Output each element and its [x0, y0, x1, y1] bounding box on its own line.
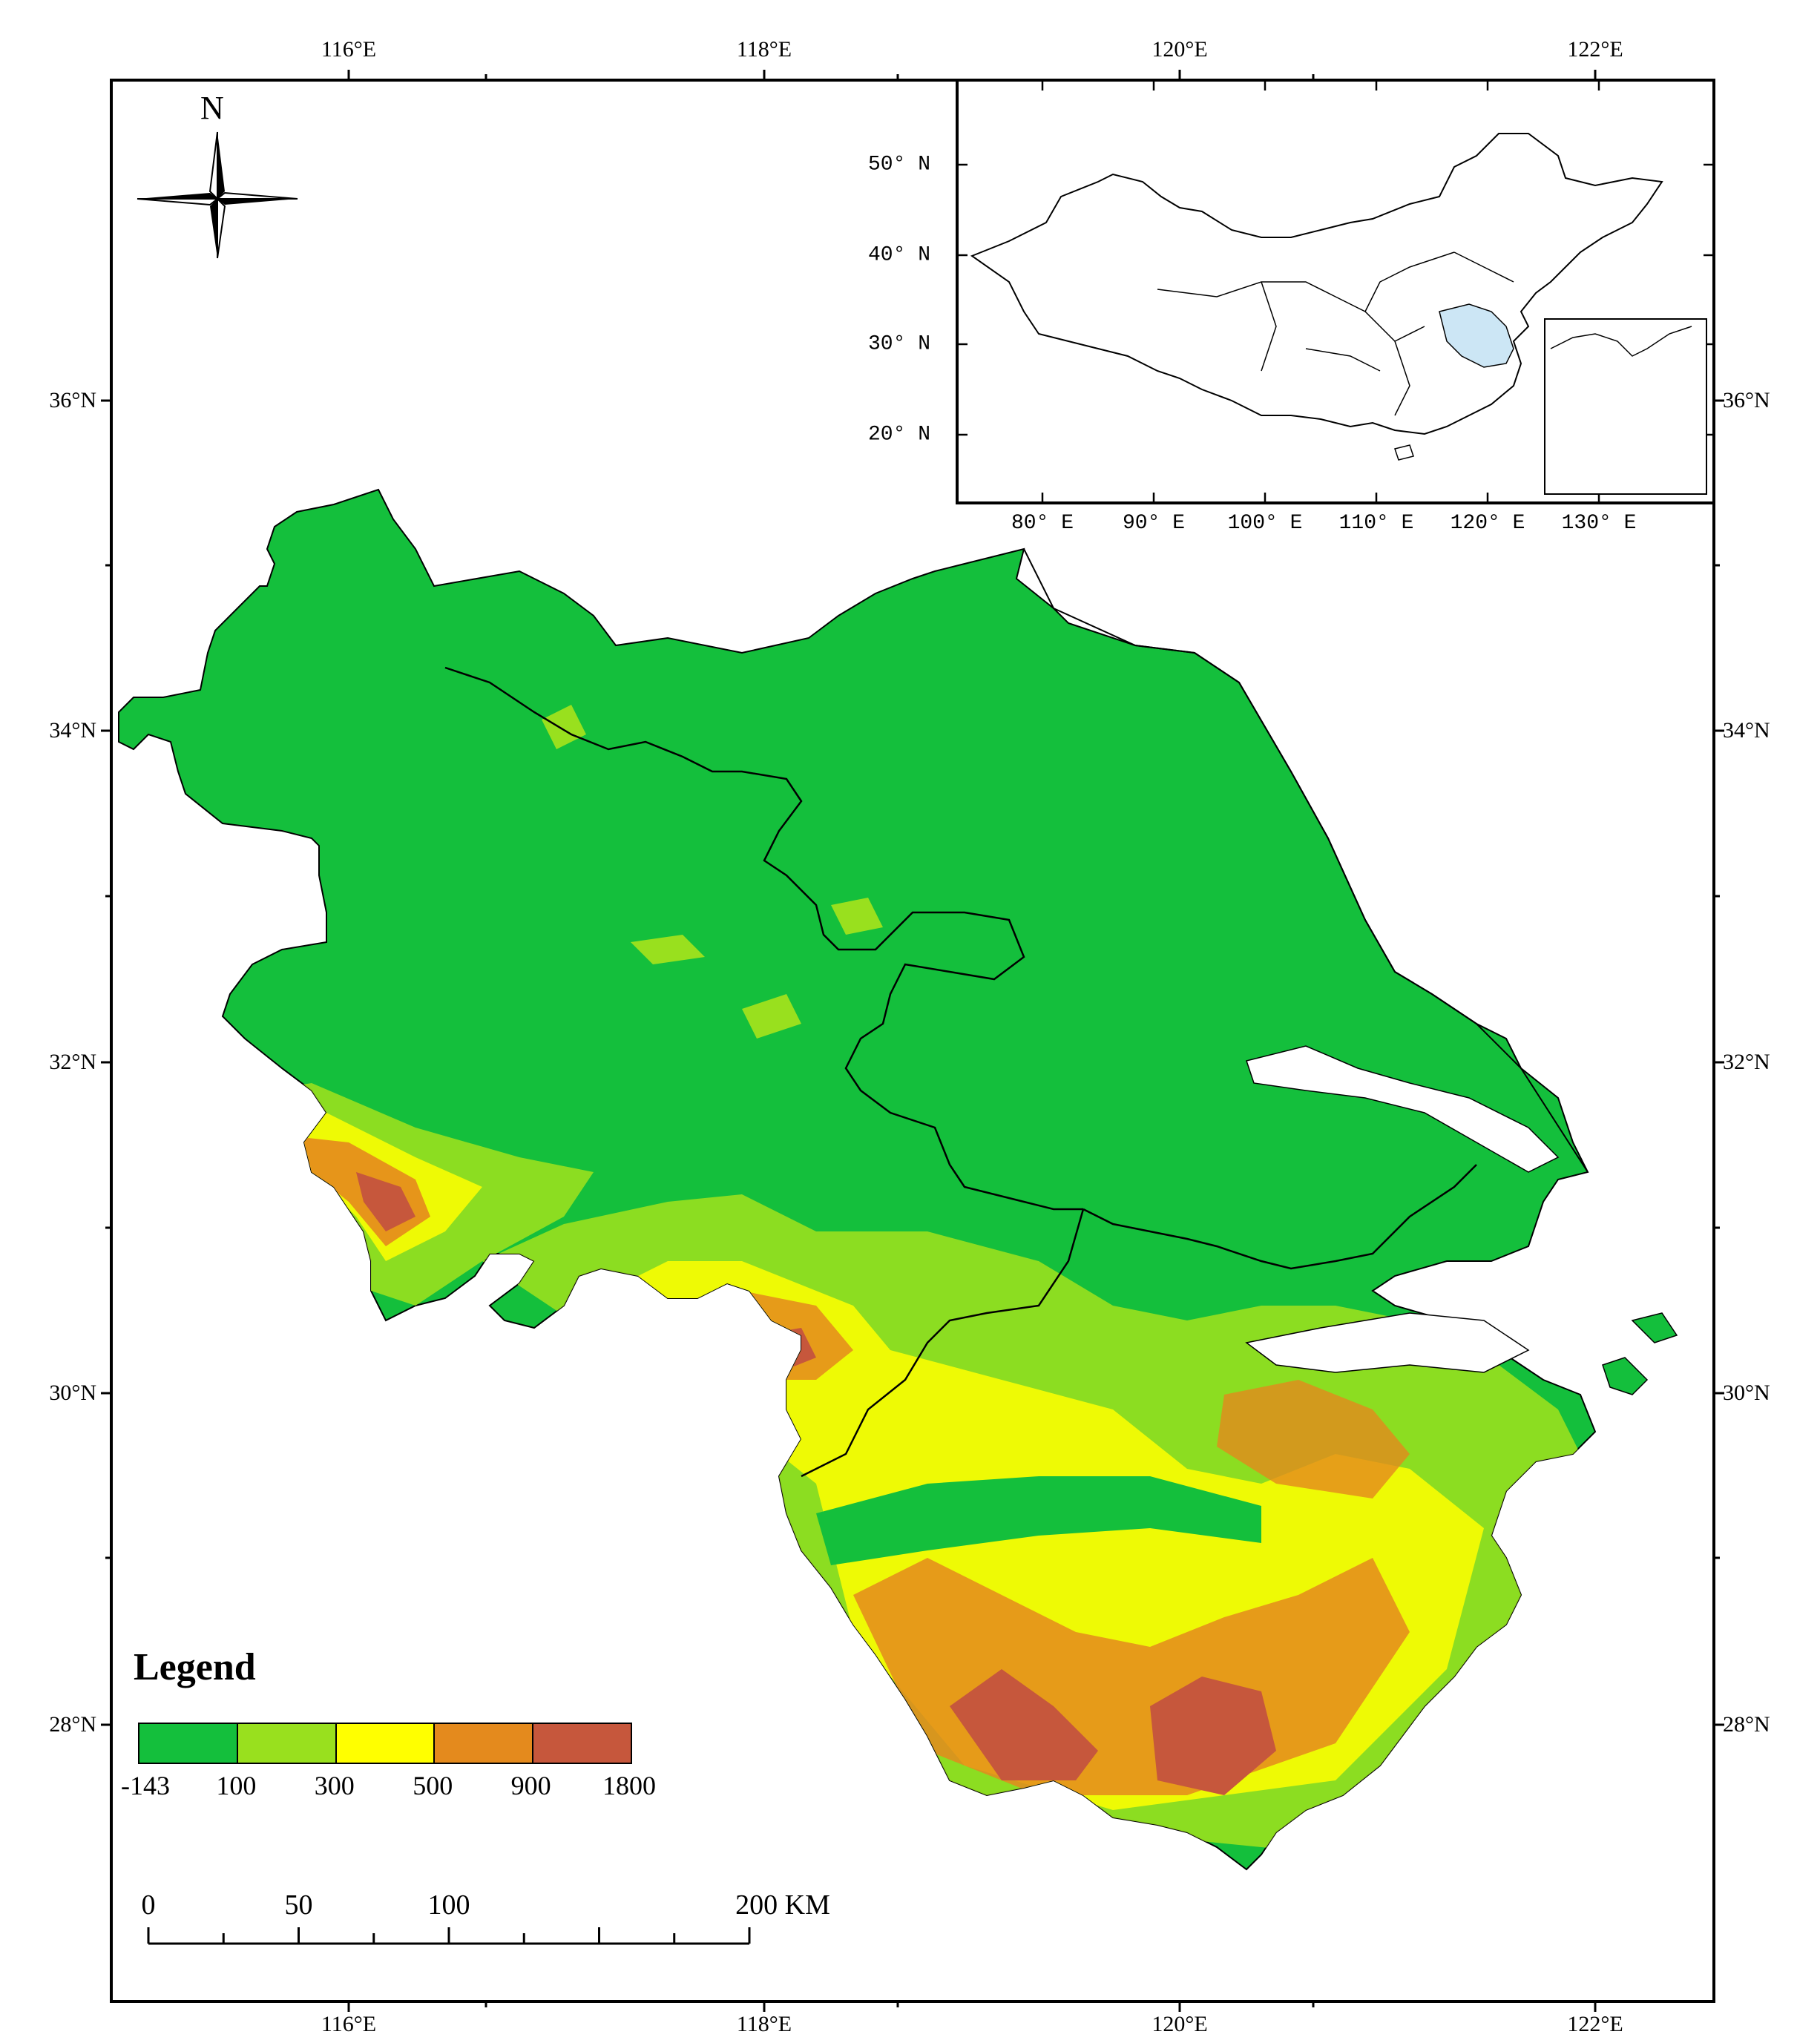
inset-lat-label: 50° N — [868, 153, 931, 177]
lon-label-bottom: 120°E — [1152, 2012, 1208, 2036]
legend-swatch — [237, 1724, 337, 1763]
legend-break-label: 100 — [216, 1771, 257, 1800]
legend-break-label: 900 — [510, 1771, 551, 1800]
scale-label: 100 — [427, 1889, 470, 1921]
graticule-ticks — [101, 70, 1724, 2012]
lon-label-top: 116°E — [321, 37, 377, 62]
scale-label: 50 — [284, 1889, 313, 1921]
inset-province-lines — [1157, 251, 1514, 416]
inset-lat-label: 40° N — [868, 243, 931, 267]
inset-hainan — [1394, 444, 1414, 461]
scale-label: 0 — [141, 1889, 156, 1921]
elev-hill-patch-3 — [742, 994, 801, 1039]
legend-swatch — [435, 1724, 534, 1763]
inset-lon-label: 120° E — [1450, 512, 1525, 535]
inset-lon-label: 100° E — [1227, 512, 1303, 535]
lat-label-right: 30°N — [1723, 1381, 1770, 1405]
legend-break-label: -143 — [121, 1771, 170, 1800]
province-boundary-zhejiang — [1083, 1164, 1477, 1270]
legend-break-label: 300 — [314, 1771, 355, 1800]
lat-label-left: 34°N — [49, 718, 96, 743]
zhoushan-islands — [1602, 1357, 1649, 1395]
province-boundary-anhui-jiangsu — [444, 666, 1083, 1211]
north-label: N — [200, 90, 224, 126]
compass-rose-icon — [137, 131, 298, 259]
inset-lon-label: 90° E — [1122, 512, 1186, 535]
inset-lat-label: 20° N — [868, 423, 931, 447]
elev-high-south — [950, 1669, 1098, 1780]
zhoushan-islands-2 — [1631, 1312, 1678, 1343]
lat-label-left: 30°N — [49, 1381, 96, 1405]
hangzhou-bay — [1245, 1312, 1530, 1373]
lon-label-top: 118°E — [736, 37, 792, 62]
inset-scs-coast — [1550, 326, 1692, 357]
inset-study-area — [1439, 303, 1514, 368]
legend-title: Legend — [134, 1646, 256, 1688]
lon-label-bottom: 116°E — [321, 2012, 377, 2036]
legend-color-bar — [138, 1723, 632, 1764]
elev-high-dabie — [356, 1172, 415, 1231]
elev-hill-patch-2 — [542, 705, 586, 749]
lat-label-right: 34°N — [1723, 718, 1770, 743]
lat-label-left: 32°N — [49, 1050, 96, 1074]
lat-label-right: 36°N — [1723, 388, 1770, 412]
elev-hill-patch-1 — [631, 935, 705, 964]
lat-label-right: 32°N — [1723, 1050, 1770, 1074]
inset-lat-label: 30° N — [868, 332, 931, 356]
lon-label-top: 122°E — [1567, 37, 1623, 62]
elev-valley — [816, 1476, 1261, 1565]
elev-mountain-east — [1217, 1380, 1410, 1498]
inset-lon-label: 80° E — [1011, 512, 1074, 535]
elev-high-south-2 — [1150, 1677, 1276, 1795]
elev-hill-patch-4 — [831, 898, 883, 935]
lon-label-bottom: 118°E — [736, 2012, 792, 2036]
lon-label-top: 120°E — [1152, 37, 1208, 62]
lon-label-bottom: 122°E — [1567, 2012, 1623, 2036]
legend-swatch — [336, 1724, 436, 1763]
lat-label-left: 36°N — [49, 388, 96, 412]
legend-break-label: 1800 — [602, 1771, 656, 1800]
coastline — [1023, 548, 1589, 1173]
inset-lon-label: 130° E — [1561, 512, 1637, 535]
lat-label-right: 28°N — [1723, 1712, 1770, 1737]
inset-lon-label: 110° E — [1338, 512, 1414, 535]
inset-map — [956, 79, 1715, 504]
scale-bar — [147, 1927, 751, 1945]
legend-break-label: 500 — [413, 1771, 453, 1800]
inset-south-china-sea-box — [1544, 318, 1707, 495]
legend-swatch — [533, 1724, 631, 1763]
legend-swatch — [139, 1724, 238, 1763]
scale-label: 200 KM — [735, 1889, 830, 1921]
lat-label-left: 28°N — [49, 1712, 96, 1737]
province-boundary-anhui-zhejiang — [801, 1208, 1085, 1478]
map-frame — [110, 79, 1715, 2003]
yangtze-estuary — [1246, 1045, 1560, 1173]
elevation-raster — [118, 488, 1678, 1871]
